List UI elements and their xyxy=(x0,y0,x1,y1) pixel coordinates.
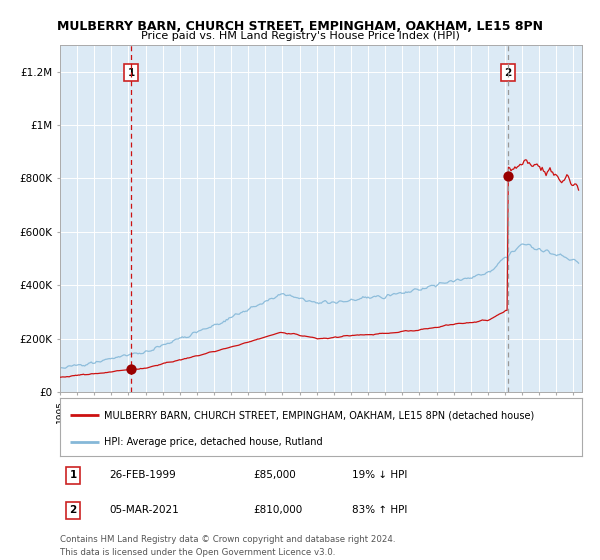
Text: 2: 2 xyxy=(70,505,77,515)
Text: MULBERRY BARN, CHURCH STREET, EMPINGHAM, OAKHAM, LE15 8PN (detached house): MULBERRY BARN, CHURCH STREET, EMPINGHAM,… xyxy=(104,410,535,420)
Text: 83% ↑ HPI: 83% ↑ HPI xyxy=(352,505,407,515)
Point xyxy=(126,365,136,374)
Text: 26-FEB-1999: 26-FEB-1999 xyxy=(110,470,176,480)
Text: MULBERRY BARN, CHURCH STREET, EMPINGHAM, OAKHAM, LE15 8PN: MULBERRY BARN, CHURCH STREET, EMPINGHAM,… xyxy=(57,20,543,32)
Text: £85,000: £85,000 xyxy=(253,470,296,480)
Point xyxy=(503,171,512,180)
Text: £810,000: £810,000 xyxy=(253,505,302,515)
Text: 19% ↓ HPI: 19% ↓ HPI xyxy=(352,470,407,480)
Text: HPI: Average price, detached house, Rutland: HPI: Average price, detached house, Rutl… xyxy=(104,437,323,447)
Text: 1: 1 xyxy=(70,470,77,480)
Text: 1: 1 xyxy=(127,68,134,78)
Text: Contains HM Land Registry data © Crown copyright and database right 2024.
This d: Contains HM Land Registry data © Crown c… xyxy=(60,535,395,557)
Text: 2: 2 xyxy=(504,68,512,78)
Text: 05-MAR-2021: 05-MAR-2021 xyxy=(110,505,179,515)
Text: Price paid vs. HM Land Registry's House Price Index (HPI): Price paid vs. HM Land Registry's House … xyxy=(140,31,460,41)
